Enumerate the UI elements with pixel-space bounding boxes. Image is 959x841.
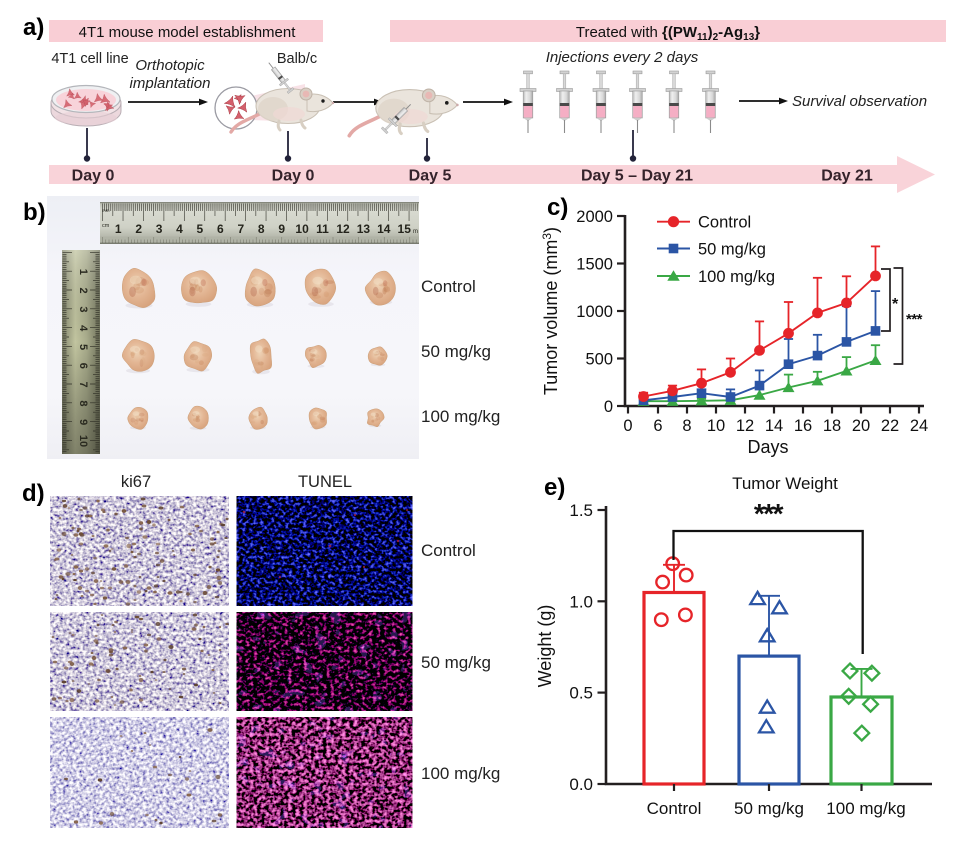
svg-text:TUNEL: TUNEL xyxy=(298,473,352,491)
svg-text:14: 14 xyxy=(765,417,783,435)
svg-text:Orthotopic: Orthotopic xyxy=(135,57,205,74)
svg-text:cm: cm xyxy=(102,223,110,229)
svg-text:Control: Control xyxy=(698,214,751,232)
svg-text:*: * xyxy=(892,296,899,313)
svg-text:1.0: 1.0 xyxy=(569,592,593,611)
svg-text:2000: 2000 xyxy=(576,208,613,226)
svg-text:m: m xyxy=(413,229,418,235)
svg-text:Treated with {(PW11)2-Ag13}: Treated with {(PW11)2-Ag13} xyxy=(576,24,760,43)
svg-text:6: 6 xyxy=(653,417,662,435)
svg-text:10: 10 xyxy=(707,417,725,435)
svg-text:3: 3 xyxy=(77,306,89,312)
svg-text:4T1 cell line: 4T1 cell line xyxy=(51,51,128,67)
svg-text:Day 5 – Day 21: Day 5 – Day 21 xyxy=(581,168,693,185)
svg-text:100 mg/kg: 100 mg/kg xyxy=(421,764,500,783)
svg-text:4: 4 xyxy=(176,222,183,236)
svg-text:implantation: implantation xyxy=(130,75,211,92)
svg-text:22: 22 xyxy=(881,417,899,435)
svg-text:5: 5 xyxy=(197,222,204,236)
svg-text:1: 1 xyxy=(115,222,122,236)
svg-text:4T1 mouse model establishment: 4T1 mouse model establishment xyxy=(79,24,297,41)
svg-text:e): e) xyxy=(544,474,565,501)
svg-text:2: 2 xyxy=(77,288,89,294)
svg-text:7: 7 xyxy=(77,382,89,388)
svg-text:15: 15 xyxy=(398,222,412,236)
svg-text:500: 500 xyxy=(585,351,613,369)
svg-text:Weight (g): Weight (g) xyxy=(535,605,555,688)
svg-text:Balb/c: Balb/c xyxy=(277,51,317,67)
svg-text:b): b) xyxy=(23,199,46,226)
svg-text:5: 5 xyxy=(77,344,89,350)
svg-text:Day 0: Day 0 xyxy=(272,168,315,185)
svg-text:24: 24 xyxy=(910,417,928,435)
svg-text:3: 3 xyxy=(156,222,163,236)
svg-text:0: 0 xyxy=(623,417,632,435)
svg-text:16: 16 xyxy=(794,417,812,435)
svg-text:13: 13 xyxy=(357,222,371,236)
svg-text:0.0: 0.0 xyxy=(569,775,593,794)
svg-text:10: 10 xyxy=(77,435,89,447)
svg-text:100 mg/kg: 100 mg/kg xyxy=(698,268,775,286)
svg-text:1500: 1500 xyxy=(576,256,613,274)
svg-text:Control: Control xyxy=(421,541,476,560)
svg-text:Control: Control xyxy=(421,277,476,296)
svg-text:50 mg/kg: 50 mg/kg xyxy=(421,653,491,672)
svg-text:100 mg/kg: 100 mg/kg xyxy=(826,799,905,818)
svg-text:Day 0: Day 0 xyxy=(72,168,115,185)
svg-text:Day 21: Day 21 xyxy=(821,168,873,185)
svg-text:0: 0 xyxy=(604,398,613,416)
svg-text:14: 14 xyxy=(377,222,391,236)
svg-text:8: 8 xyxy=(258,222,265,236)
svg-text:1: 1 xyxy=(77,269,89,275)
svg-text:50 mg/kg: 50 mg/kg xyxy=(734,799,804,818)
svg-text:10: 10 xyxy=(295,222,309,236)
svg-text:a): a) xyxy=(23,14,44,41)
svg-text:50 mg/kg: 50 mg/kg xyxy=(421,342,491,361)
svg-text:Injections every 2 days: Injections every 2 days xyxy=(546,49,699,66)
svg-text:Days: Days xyxy=(747,437,788,457)
svg-text:20: 20 xyxy=(852,417,870,435)
svg-text:7: 7 xyxy=(237,222,244,236)
svg-text:50 mg/kg: 50 mg/kg xyxy=(698,240,766,258)
svg-text:Tumor Weight: Tumor Weight xyxy=(732,474,838,493)
svg-text:6: 6 xyxy=(77,363,89,369)
svg-text:8: 8 xyxy=(682,417,691,435)
svg-text:Tumor volume (mm3): Tumor volume (mm3) xyxy=(540,227,561,395)
svg-text:ki67: ki67 xyxy=(121,473,151,491)
svg-text:Control: Control xyxy=(647,799,702,818)
svg-text:100 mg/kg: 100 mg/kg xyxy=(421,407,500,426)
svg-text:1.5: 1.5 xyxy=(569,501,593,520)
svg-text:8: 8 xyxy=(77,400,89,406)
svg-text:9: 9 xyxy=(278,222,285,236)
svg-text:11: 11 xyxy=(316,222,329,236)
svg-text:9: 9 xyxy=(77,419,89,425)
svg-text:0.5: 0.5 xyxy=(569,684,593,703)
svg-text:Survival observation: Survival observation xyxy=(792,93,927,110)
svg-text:1000: 1000 xyxy=(576,303,613,321)
svg-text:mm: mm xyxy=(102,208,110,213)
svg-text:12: 12 xyxy=(336,222,350,236)
svg-text:2: 2 xyxy=(135,222,142,236)
svg-text:***: *** xyxy=(754,498,784,529)
svg-text:4: 4 xyxy=(77,325,89,332)
svg-text:Day 5: Day 5 xyxy=(409,168,452,185)
svg-text:***: *** xyxy=(906,311,923,328)
svg-text:18: 18 xyxy=(823,417,841,435)
svg-text:d): d) xyxy=(22,480,45,507)
svg-text:6: 6 xyxy=(217,222,224,236)
svg-text:c): c) xyxy=(547,194,568,221)
svg-text:12: 12 xyxy=(736,417,754,435)
